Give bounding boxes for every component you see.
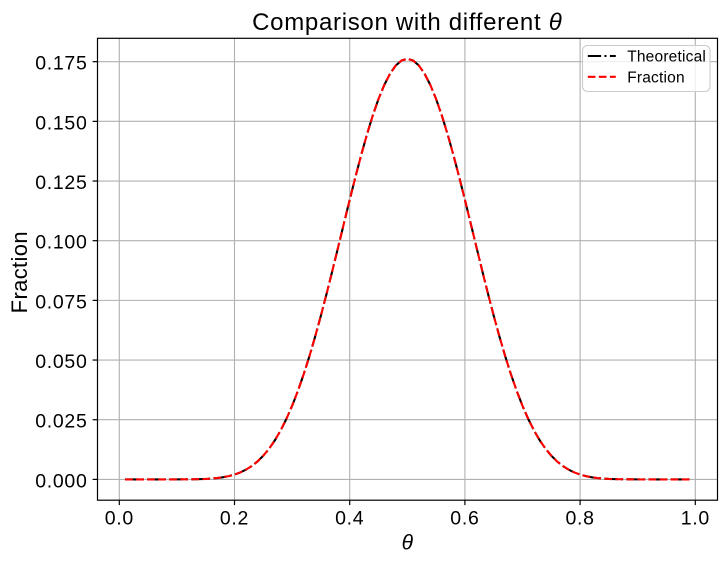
svg-text:Fraction: Fraction: [627, 69, 685, 86]
svg-text:0.150: 0.150: [35, 112, 87, 134]
svg-text:θ: θ: [402, 532, 414, 555]
svg-text:Fraction: Fraction: [7, 231, 32, 313]
svg-text:0.8: 0.8: [565, 507, 594, 529]
svg-text:0.6: 0.6: [450, 507, 479, 529]
svg-text:0.025: 0.025: [35, 411, 87, 433]
svg-text:0.050: 0.050: [35, 351, 87, 373]
svg-text:0.125: 0.125: [35, 172, 87, 194]
svg-text:0.100: 0.100: [35, 232, 87, 254]
svg-text:Comparison with different θ: Comparison with different θ: [252, 9, 562, 36]
svg-text:0.4: 0.4: [335, 507, 364, 529]
svg-text:Theoretical: Theoretical: [627, 49, 706, 66]
svg-text:1.0: 1.0: [681, 507, 710, 529]
svg-text:0.000: 0.000: [35, 470, 87, 492]
svg-text:0.2: 0.2: [220, 507, 249, 529]
svg-text:0.075: 0.075: [35, 291, 87, 313]
svg-text:0.0: 0.0: [105, 507, 134, 529]
svg-text:0.175: 0.175: [35, 53, 87, 75]
